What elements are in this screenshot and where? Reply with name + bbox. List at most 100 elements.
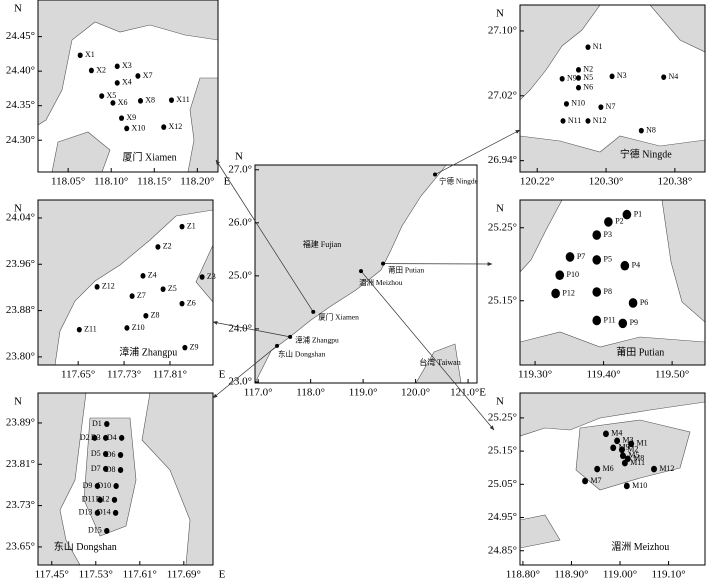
station-label: N2: [583, 65, 593, 74]
station-point: [585, 118, 591, 124]
station-label: N9: [567, 74, 577, 83]
station-label: X7: [143, 71, 153, 80]
station-point: [575, 75, 582, 81]
y-tick-label: 26.0°: [228, 216, 252, 228]
station-point: [119, 115, 125, 121]
station-point: [179, 223, 185, 230]
station-point: [168, 97, 175, 103]
y-tick-label: 25.15°: [488, 445, 517, 457]
land: [520, 200, 563, 273]
station-label: D14: [97, 508, 111, 517]
station-label: D1: [92, 419, 102, 428]
station-point: [137, 98, 144, 104]
station-label: X9: [126, 113, 136, 122]
station-point: [559, 75, 565, 82]
station-point: [628, 298, 638, 308]
station-point: [651, 465, 657, 473]
land: [520, 514, 561, 549]
station-point: [619, 452, 626, 460]
land: [575, 419, 691, 491]
station-point: [618, 318, 628, 329]
land: [649, 5, 705, 53]
station-label: Z12: [102, 282, 115, 291]
station-point: [551, 288, 560, 299]
station-label: M9: [619, 443, 630, 452]
x-tick-label: 118.0°: [296, 387, 325, 399]
north-label: N: [235, 151, 243, 163]
site-point: [359, 269, 364, 274]
station-label: D13: [79, 508, 93, 517]
station-label: D6: [106, 450, 116, 459]
site-label: 宁德 Ningde: [439, 175, 479, 185]
station-label: Z9: [190, 342, 199, 351]
map-panel: 119.30°119.40°119.50°25.25°25.15°NE莆田 Pu…: [488, 199, 711, 381]
station-label: M5: [628, 451, 639, 460]
east-label: E: [219, 569, 226, 580]
station-point: [560, 118, 566, 124]
leader-arrow: [360, 270, 495, 431]
x-tick-label: 119.30°: [518, 369, 552, 381]
y-tick-label: 24.30°: [6, 134, 35, 146]
station-label: M7: [590, 476, 601, 485]
station-label: N11: [568, 116, 581, 125]
region-label: 台湾 Taiwan: [419, 357, 460, 367]
station-label: N3: [617, 71, 627, 80]
station-point: [182, 344, 188, 351]
station-point: [623, 482, 630, 490]
station-label: D7: [91, 464, 101, 473]
y-tick-label: 26.94°: [488, 154, 517, 166]
leader-arrow: [434, 129, 521, 175]
station-point: [604, 217, 613, 227]
station-point: [91, 434, 98, 441]
panel-frame: [519, 4, 706, 173]
station-point: [609, 73, 615, 80]
panel-name: 湄洲 Meizhou: [611, 541, 669, 553]
station-point: [112, 509, 119, 516]
station-label: P9: [630, 318, 638, 327]
station-label: M6: [603, 464, 614, 473]
station-label: D3: [91, 433, 101, 442]
station-point: [594, 465, 601, 473]
station-label: P12: [562, 288, 574, 297]
x-tick-label: 118.80°: [506, 569, 540, 580]
site-point: [381, 261, 386, 266]
station-point: [199, 274, 205, 280]
panel-frame: [519, 199, 706, 366]
station-point: [610, 444, 617, 452]
x-tick-label: 119.00°: [603, 569, 637, 580]
panel-frame: [37, 392, 214, 566]
x-tick-label: 120.22°: [520, 176, 555, 188]
site-point: [288, 334, 293, 339]
x-tick-label: 118.20°: [180, 176, 214, 188]
station-label: N8: [646, 125, 656, 134]
station-label: M4: [611, 429, 622, 438]
station-label: D12: [96, 495, 110, 504]
north-label: N: [496, 396, 504, 408]
x-tick-label: 118.15°: [137, 176, 171, 188]
station-label: M10: [632, 481, 647, 490]
station-label: X11: [176, 95, 189, 104]
station-label: P8: [604, 287, 612, 296]
station-point: [94, 284, 100, 290]
station-point: [140, 273, 146, 279]
station-point: [555, 270, 565, 280]
station-point: [113, 482, 119, 489]
north-label: N: [496, 203, 504, 215]
station-point: [104, 420, 110, 427]
y-tick-label: 24.0°: [228, 322, 252, 334]
station-point: [618, 446, 625, 454]
station-label: P2: [615, 217, 623, 226]
panel-name: 东山 Dongshan: [54, 540, 117, 553]
site-label: 东山 Dongshan: [278, 349, 326, 359]
station-label: Z3: [207, 272, 216, 281]
station-label: Z6: [187, 298, 196, 307]
y-tick-label: 23.96°: [6, 258, 35, 270]
station-label: Z10: [132, 323, 145, 332]
land: [141, 393, 213, 565]
station-label: D9: [83, 481, 93, 490]
station-label: M2: [627, 445, 638, 454]
region-label: 福建 Fujian: [303, 239, 341, 249]
station-point: [620, 260, 630, 271]
